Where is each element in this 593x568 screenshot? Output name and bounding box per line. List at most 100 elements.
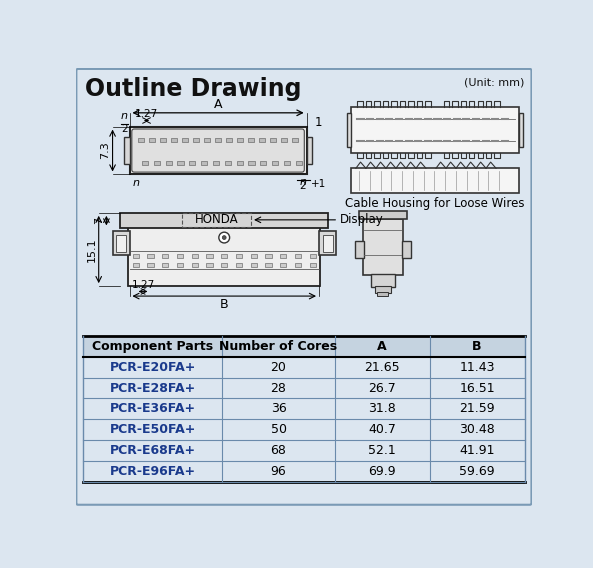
Bar [213, 161, 219, 165]
Bar [351, 168, 519, 193]
Bar [347, 113, 351, 147]
Bar [113, 231, 129, 255]
Bar [296, 161, 302, 165]
Bar [280, 263, 286, 267]
Bar [355, 241, 364, 257]
Bar [307, 137, 312, 164]
Text: A: A [214, 98, 222, 111]
Bar [160, 138, 166, 142]
Text: 1.27: 1.27 [135, 109, 158, 119]
Text: 7: 7 [94, 217, 104, 224]
Bar [225, 161, 231, 165]
Bar [154, 161, 160, 165]
Bar [378, 292, 388, 296]
Bar [162, 263, 168, 267]
Text: 41.91: 41.91 [460, 444, 495, 457]
Bar [215, 138, 221, 142]
Bar [182, 138, 188, 142]
Text: 69.9: 69.9 [368, 465, 396, 478]
Bar [177, 254, 183, 257]
Text: PCR-E36FA+: PCR-E36FA+ [110, 402, 196, 415]
Text: 2: 2 [122, 124, 128, 135]
Bar [295, 254, 301, 257]
Text: (Unit: mm): (Unit: mm) [464, 77, 525, 87]
Text: 21.65: 21.65 [365, 361, 400, 374]
Bar [310, 263, 316, 267]
Bar [116, 235, 126, 252]
Text: 52.1: 52.1 [368, 444, 396, 457]
Bar [260, 161, 266, 165]
Bar [272, 161, 278, 165]
Text: 30.48: 30.48 [459, 423, 495, 436]
Bar [319, 231, 336, 255]
Text: 1.27: 1.27 [132, 280, 155, 290]
Bar [237, 138, 243, 142]
Text: n: n [299, 177, 306, 187]
Bar [251, 263, 257, 267]
Text: 2: 2 [299, 181, 306, 191]
Text: PCR-E20FA+: PCR-E20FA+ [110, 361, 196, 374]
Bar [120, 213, 328, 228]
Bar [204, 138, 210, 142]
Bar [189, 161, 195, 165]
Bar [162, 254, 168, 257]
Bar [292, 138, 298, 142]
Text: 15.1: 15.1 [87, 237, 97, 262]
Bar [310, 254, 316, 257]
Bar [402, 241, 410, 257]
Bar [270, 138, 276, 142]
Bar [129, 127, 307, 174]
Bar [221, 254, 227, 257]
Bar [226, 138, 232, 142]
Bar [149, 138, 155, 142]
Text: PCR-E28FA+: PCR-E28FA+ [110, 382, 196, 395]
Bar [124, 137, 129, 164]
Text: B: B [473, 340, 482, 353]
Text: +1: +1 [311, 179, 326, 189]
Bar [221, 263, 227, 267]
Text: 16.51: 16.51 [459, 382, 495, 395]
Text: PCR-E50FA+: PCR-E50FA+ [110, 423, 196, 436]
Bar [280, 254, 286, 257]
Bar [133, 254, 139, 257]
Bar [192, 254, 198, 257]
Text: 1: 1 [314, 116, 322, 130]
Text: Outline Drawing: Outline Drawing [85, 77, 301, 102]
Text: n: n [121, 111, 128, 120]
Bar [236, 254, 242, 257]
Text: 21.59: 21.59 [459, 402, 495, 415]
Text: 50: 50 [270, 423, 286, 436]
Bar [259, 138, 265, 142]
FancyBboxPatch shape [132, 129, 304, 172]
Text: 7.3: 7.3 [100, 141, 110, 160]
Bar [295, 263, 301, 267]
Text: 59.69: 59.69 [459, 465, 495, 478]
Bar [206, 254, 212, 257]
Bar [236, 263, 242, 267]
Text: n: n [132, 177, 139, 187]
Text: 31.8: 31.8 [368, 402, 396, 415]
Text: 20: 20 [270, 361, 286, 374]
Text: Display: Display [340, 214, 384, 227]
Text: A: A [377, 340, 387, 353]
Bar [138, 138, 144, 142]
Bar [147, 263, 154, 267]
Bar [165, 161, 172, 165]
Text: 26.7: 26.7 [368, 382, 396, 395]
Bar [375, 286, 391, 293]
FancyBboxPatch shape [76, 69, 531, 505]
Bar [133, 263, 139, 267]
Bar [351, 107, 519, 153]
Text: Component Parts: Component Parts [93, 340, 213, 353]
Text: HONDA: HONDA [195, 214, 238, 227]
Text: PCR-E68FA+: PCR-E68FA+ [110, 444, 196, 457]
Bar [142, 161, 148, 165]
Bar [147, 254, 154, 257]
Bar [171, 138, 177, 142]
Bar [363, 219, 403, 274]
Text: Number of Cores: Number of Cores [219, 340, 337, 353]
Bar [237, 161, 243, 165]
Bar [83, 336, 525, 357]
Bar [201, 161, 207, 165]
Bar [519, 113, 523, 147]
